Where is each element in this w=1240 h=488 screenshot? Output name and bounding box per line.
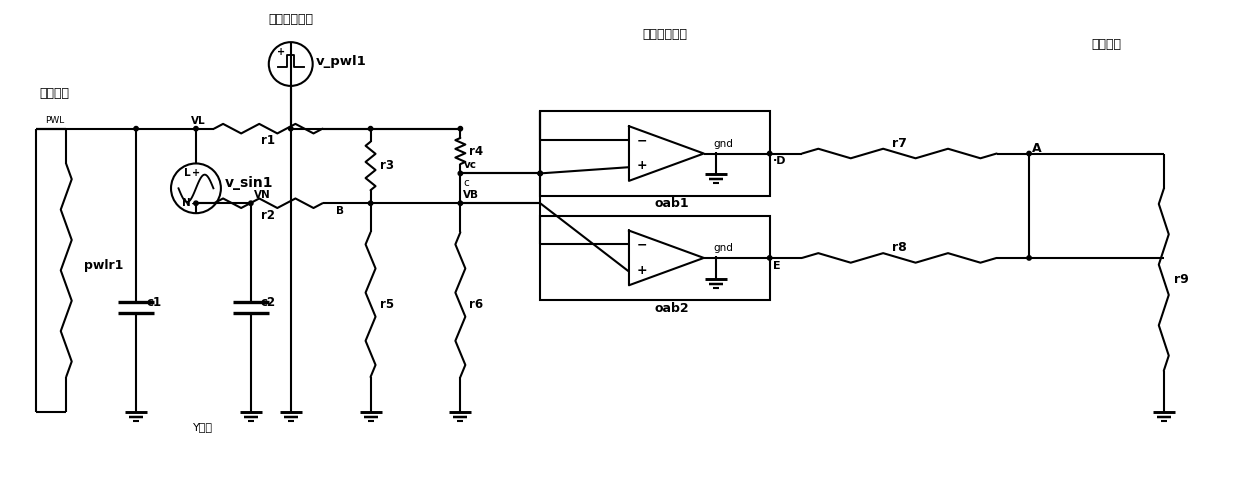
Text: N: N	[182, 198, 191, 208]
Circle shape	[538, 171, 542, 176]
Text: r4: r4	[469, 144, 484, 158]
Text: 加和电路: 加和电路	[1091, 38, 1121, 51]
Circle shape	[1027, 151, 1032, 156]
Text: +: +	[277, 47, 285, 57]
Text: r9: r9	[1174, 273, 1188, 286]
Text: v_pwl1: v_pwl1	[316, 55, 367, 67]
Text: +: +	[637, 160, 647, 172]
Circle shape	[1027, 256, 1032, 260]
Text: v_sin1: v_sin1	[224, 176, 273, 190]
Text: c1: c1	[146, 296, 161, 309]
Text: c2: c2	[260, 296, 277, 309]
Text: +: +	[637, 264, 647, 277]
Text: gnd: gnd	[714, 243, 734, 253]
Bar	[541, 216, 770, 300]
Text: r3: r3	[379, 160, 393, 172]
Text: ·D: ·D	[773, 157, 786, 166]
Text: VL: VL	[191, 116, 206, 126]
Circle shape	[193, 201, 198, 205]
Circle shape	[768, 256, 771, 260]
Text: r6: r6	[469, 298, 484, 311]
Circle shape	[538, 171, 542, 176]
Circle shape	[458, 201, 463, 205]
Text: E: E	[773, 261, 780, 271]
Text: c: c	[464, 179, 469, 188]
Text: gnd: gnd	[714, 139, 734, 148]
Text: 负压偏置电路: 负压偏置电路	[268, 13, 314, 26]
Text: oab1: oab1	[653, 197, 688, 210]
Text: r8: r8	[892, 242, 906, 254]
Circle shape	[289, 126, 293, 131]
Text: PWL: PWL	[45, 116, 64, 124]
Text: r5: r5	[379, 298, 393, 311]
Circle shape	[458, 171, 463, 176]
Text: VB: VB	[464, 190, 480, 200]
Circle shape	[193, 126, 198, 131]
Text: A: A	[1032, 142, 1042, 155]
Text: −: −	[637, 135, 647, 147]
Text: Y电容: Y电容	[193, 422, 213, 432]
Circle shape	[458, 126, 463, 131]
Text: pwlr1: pwlr1	[84, 259, 124, 272]
Text: 络缘电阵: 络缘电阵	[40, 87, 69, 101]
Circle shape	[768, 151, 771, 156]
Circle shape	[249, 201, 253, 205]
Circle shape	[368, 201, 373, 205]
Text: r1: r1	[262, 134, 275, 147]
Text: −: −	[637, 239, 647, 252]
Circle shape	[134, 126, 139, 131]
Text: vc: vc	[464, 161, 476, 170]
Text: 阻抗匹配电路: 阻抗匹配电路	[642, 28, 687, 41]
Text: B: B	[336, 206, 343, 216]
Text: L: L	[185, 168, 191, 179]
Text: +: +	[192, 168, 200, 178]
Text: −: −	[191, 199, 201, 209]
Text: oab2: oab2	[653, 302, 688, 315]
Text: VN: VN	[254, 190, 270, 200]
Text: r7: r7	[892, 137, 906, 150]
Circle shape	[368, 126, 373, 131]
Text: r2: r2	[262, 209, 275, 222]
Bar	[541, 111, 770, 196]
